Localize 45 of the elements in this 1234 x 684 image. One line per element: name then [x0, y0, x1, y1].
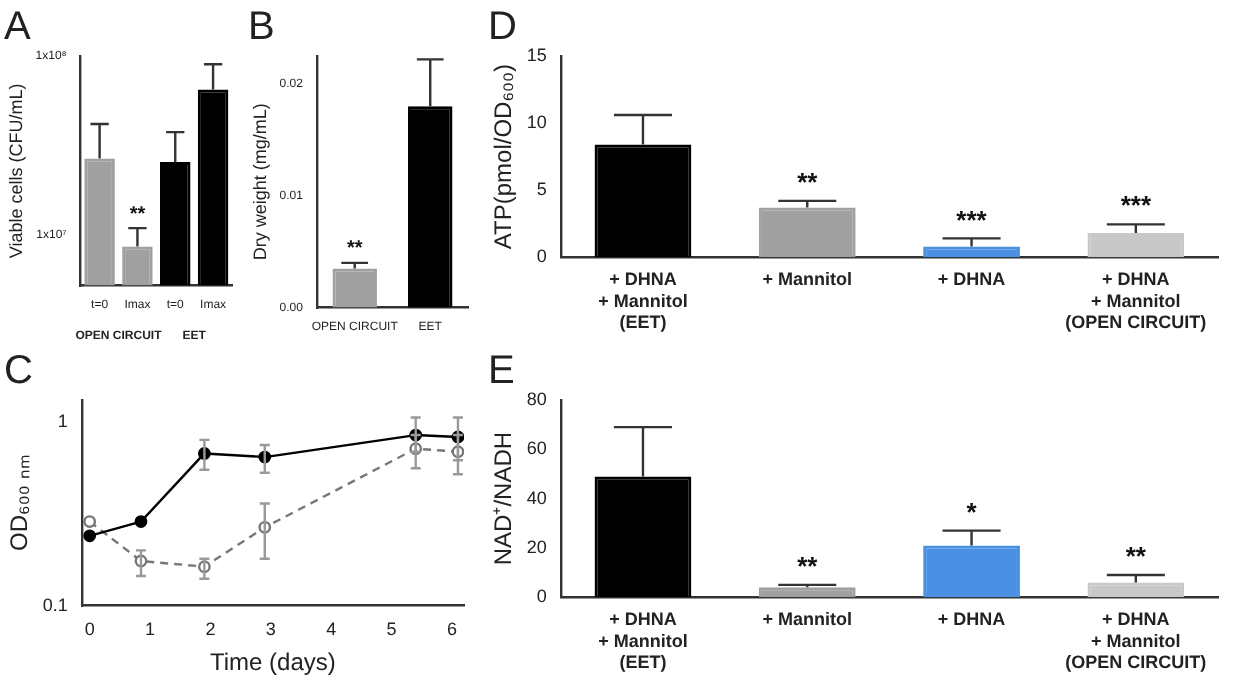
x-tick-label: + DHNA + Mannitol (EET)	[598, 608, 688, 673]
x-tick-label: 6	[446, 619, 457, 640]
x-axis-title: Time (days)	[210, 648, 336, 677]
x-tick-label: + DHNA + Mannitol (OPEN CIRCUIT)	[1065, 608, 1207, 673]
chart-title: A	[4, 5, 32, 50]
y-tick-label: 80	[526, 388, 547, 409]
x-tick-label: 0	[84, 619, 95, 640]
data-label: **	[797, 551, 820, 582]
y-tick-label: 0	[536, 246, 547, 267]
chart-title: B	[248, 5, 275, 50]
data-label: **	[797, 167, 820, 198]
y-tick-label: 5	[536, 179, 547, 200]
y-axis-title: Viable cells (CFU/mL)	[5, 83, 26, 259]
y-axis-title: Dry weight (mg/mL)	[249, 103, 270, 261]
y-tick-label: 1	[57, 411, 68, 432]
chart-title: D	[488, 5, 517, 50]
x-tick-label: + DHNA	[937, 268, 1007, 289]
chart-title: C	[4, 349, 33, 394]
data-label: **	[346, 238, 363, 261]
y-tick-label: 0.1	[42, 594, 68, 615]
data-label: **	[129, 203, 146, 226]
x-tick-label: 4	[326, 619, 337, 640]
x-tick-label: 5	[386, 619, 397, 640]
data-label: ***	[1120, 190, 1153, 221]
y-axis-title: OD₆₀₀ ₙₘ	[5, 454, 34, 551]
y-tick-label: 40	[526, 487, 547, 508]
x-tick-label: + DHNA	[937, 608, 1007, 629]
x-tick-label: 1	[145, 619, 156, 640]
x-tick-label: 2	[205, 619, 216, 640]
y-axis-title: NAD⁺/NADH	[489, 431, 518, 566]
x-tick-label: + DHNA + Mannitol (OPEN CIRCUIT)	[1065, 268, 1207, 333]
y-axis-title: ATP(pmol/OD₆₀₀)	[489, 64, 518, 250]
x-tick-label: + DHNA + Mannitol (EET)	[598, 268, 688, 333]
y-tick-label: 60	[526, 438, 547, 459]
data-label: *	[966, 496, 979, 527]
x-tick-label: + Mannitol	[762, 608, 853, 629]
y-tick-label: 15	[526, 44, 547, 65]
y-tick-label: 0	[536, 586, 547, 607]
chart-title: E	[488, 349, 515, 394]
x-tick-label: + Mannitol	[762, 268, 853, 289]
data-label: ***	[956, 204, 989, 235]
x-tick-label: 3	[265, 619, 276, 640]
data-label: **	[1125, 541, 1148, 572]
y-tick-label: 10	[526, 112, 547, 133]
y-tick-label: 20	[526, 536, 547, 557]
